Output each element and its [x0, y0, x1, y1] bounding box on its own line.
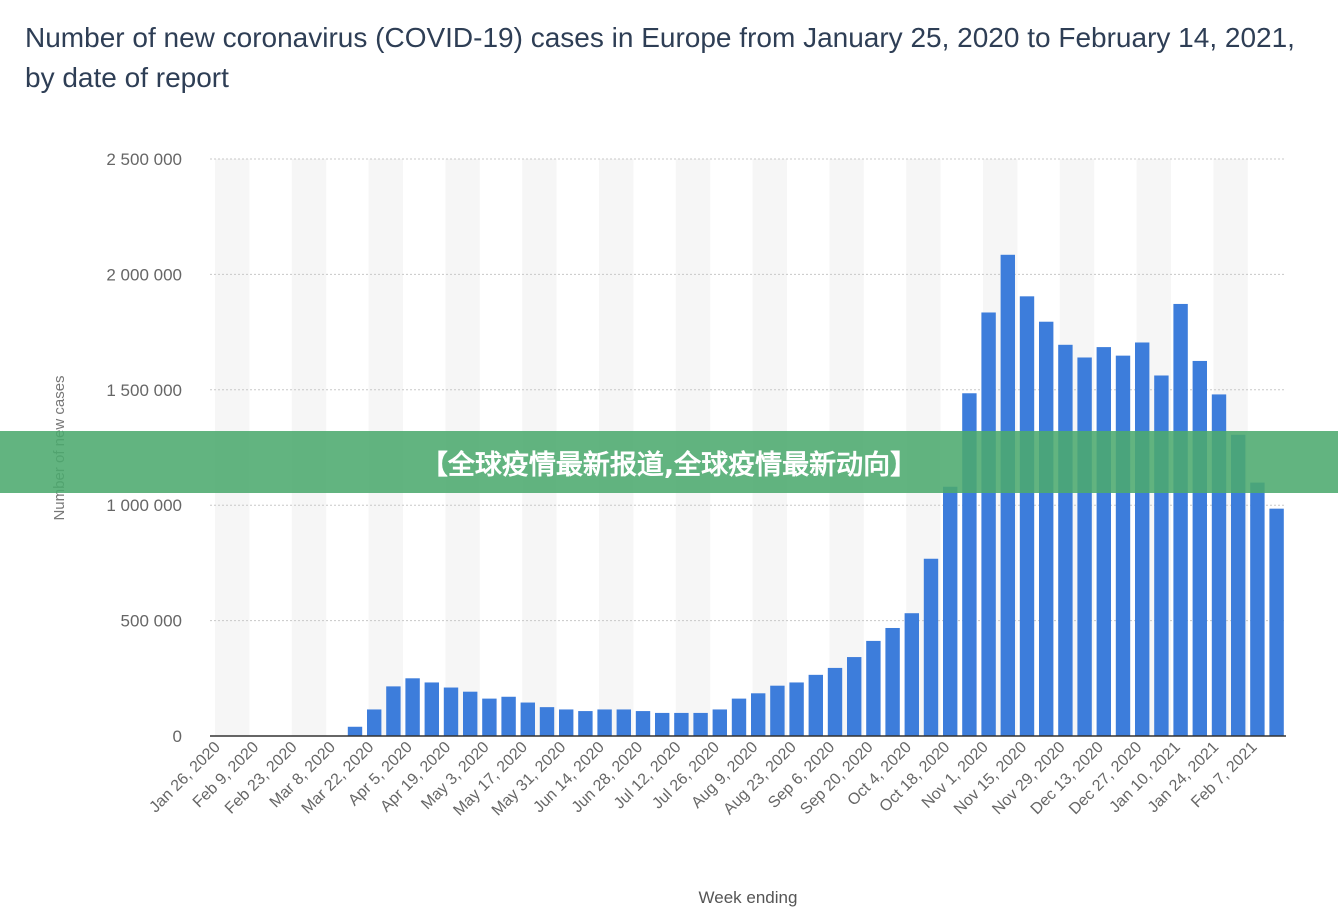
bar: [751, 693, 766, 736]
bar: [923, 558, 939, 736]
y-tick-label: 500 000: [121, 612, 182, 631]
y-tick-labels: 0 500 000 1 000 000 1 500 000 2 000 000 2 500…: [106, 150, 182, 746]
bar: [559, 709, 574, 736]
chart-title: Number of new coronavirus (COVID-19) cas…: [25, 22, 1295, 93]
bar: [1192, 360, 1207, 736]
bar: [616, 709, 631, 736]
bar: [693, 712, 708, 736]
x-axis-label: Week ending: [699, 888, 798, 907]
bar: [1096, 347, 1111, 736]
bar: [1058, 344, 1073, 736]
bar: [1250, 482, 1265, 736]
bar: [674, 712, 689, 736]
bar: [866, 640, 881, 736]
bar: [847, 657, 862, 736]
bar: [1231, 434, 1246, 736]
headline-text: 【全球疫情最新报道,全球疫情最新动向】: [420, 449, 918, 481]
bar: [1019, 296, 1035, 736]
bar: [405, 678, 420, 736]
bar: [655, 712, 670, 736]
bar: [520, 702, 535, 736]
bar: [885, 627, 900, 736]
bar: [904, 613, 919, 736]
bar: [424, 682, 439, 736]
bar: [1115, 355, 1131, 736]
bar: [635, 711, 651, 736]
bar: [808, 674, 823, 736]
headline-banner: 【全球疫情最新报道,全球疫情最新动向】: [0, 431, 1338, 493]
bar: [943, 486, 958, 736]
bar: [539, 707, 555, 736]
bar: [770, 685, 785, 736]
bar: [482, 698, 497, 736]
y-tick-label: 2 000 000: [106, 265, 182, 284]
y-tick-label: 1 000 000: [106, 496, 182, 515]
bar: [1039, 321, 1054, 736]
bar: [789, 682, 804, 736]
bar: [386, 686, 401, 736]
bar: [463, 691, 478, 736]
bar: [597, 709, 612, 736]
bar: [1269, 508, 1284, 736]
bar: [501, 696, 516, 736]
y-tick-label: 1 500 000: [106, 381, 182, 400]
bar: [981, 312, 996, 736]
y-tick-label: 0: [173, 727, 182, 746]
bar: [1154, 375, 1169, 736]
bar: [1000, 254, 1015, 737]
bar: [443, 687, 459, 736]
bar: [1077, 357, 1092, 736]
bar: [731, 698, 747, 736]
bar: [1135, 342, 1150, 736]
bar: [827, 667, 843, 736]
bar: [712, 709, 727, 736]
y-tick-label: 2 500 000: [106, 150, 182, 169]
bar: [1173, 303, 1188, 736]
bar: [347, 726, 363, 736]
bar: [367, 709, 382, 736]
bar: [578, 711, 593, 736]
